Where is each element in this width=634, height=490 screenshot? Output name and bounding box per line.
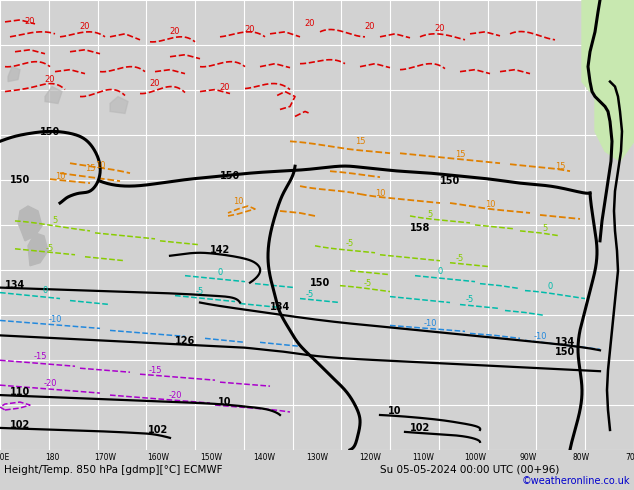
Text: ©weatheronline.co.uk: ©weatheronline.co.uk xyxy=(522,476,630,486)
Text: 20: 20 xyxy=(365,22,375,31)
Text: -20: -20 xyxy=(43,379,57,388)
Polygon shape xyxy=(595,0,634,161)
Text: 10: 10 xyxy=(55,172,65,181)
Text: 5: 5 xyxy=(53,216,58,225)
Text: 15: 15 xyxy=(555,162,566,171)
Text: 20: 20 xyxy=(170,27,180,36)
Text: 0: 0 xyxy=(217,268,223,277)
Text: 150: 150 xyxy=(310,278,330,288)
Text: 134: 134 xyxy=(5,280,25,290)
Polygon shape xyxy=(110,97,128,114)
Text: 150: 150 xyxy=(220,171,240,181)
Text: 10: 10 xyxy=(218,397,231,407)
Text: 130W: 130W xyxy=(306,453,328,462)
Text: -20: -20 xyxy=(168,391,182,400)
Text: 134: 134 xyxy=(555,337,575,347)
Text: 20: 20 xyxy=(305,19,315,28)
Text: 20: 20 xyxy=(245,25,256,34)
Text: 170W: 170W xyxy=(94,453,117,462)
Text: 20: 20 xyxy=(220,83,230,92)
Text: 10: 10 xyxy=(94,161,105,170)
Text: 102: 102 xyxy=(148,425,168,435)
Text: Su 05-05-2024 00:00 UTC (00+96): Su 05-05-2024 00:00 UTC (00+96) xyxy=(380,465,559,475)
Text: 102: 102 xyxy=(10,420,30,430)
Text: 90W: 90W xyxy=(520,453,537,462)
Text: 142: 142 xyxy=(210,245,230,255)
Polygon shape xyxy=(28,233,48,266)
Text: 158: 158 xyxy=(410,223,430,233)
Text: 180: 180 xyxy=(46,453,60,462)
Text: 102: 102 xyxy=(410,423,430,433)
Text: 110W: 110W xyxy=(411,453,434,462)
Text: 0: 0 xyxy=(437,267,443,276)
Text: -5: -5 xyxy=(456,254,464,263)
Text: 140W: 140W xyxy=(253,453,275,462)
Text: 20: 20 xyxy=(435,24,445,33)
Text: 5: 5 xyxy=(542,224,548,233)
Polygon shape xyxy=(8,67,20,82)
Text: 150: 150 xyxy=(10,175,30,185)
Text: -5: -5 xyxy=(466,294,474,303)
Text: 15: 15 xyxy=(455,150,465,159)
Text: 150: 150 xyxy=(40,127,60,137)
Text: 70W: 70W xyxy=(625,453,634,462)
Text: 110: 110 xyxy=(10,387,30,397)
Polygon shape xyxy=(582,0,634,97)
Text: -15: -15 xyxy=(33,352,47,361)
Text: 10: 10 xyxy=(375,189,385,198)
Text: 126: 126 xyxy=(175,336,195,346)
Text: 20: 20 xyxy=(80,22,90,31)
Polygon shape xyxy=(18,206,42,241)
Text: 150: 150 xyxy=(440,176,460,186)
Text: 150W: 150W xyxy=(200,453,223,462)
Text: 10: 10 xyxy=(485,200,495,209)
Text: -15: -15 xyxy=(148,366,162,375)
Text: 20: 20 xyxy=(45,74,55,84)
Text: -10: -10 xyxy=(533,332,547,342)
Text: 80W: 80W xyxy=(573,453,590,462)
Text: -5: -5 xyxy=(196,287,204,295)
Text: 150: 150 xyxy=(555,347,575,357)
Text: 0: 0 xyxy=(547,282,553,291)
Text: Height/Temp. 850 hPa [gdmp][°C] ECMWF: Height/Temp. 850 hPa [gdmp][°C] ECMWF xyxy=(4,465,223,475)
Text: 100W: 100W xyxy=(465,453,486,462)
Text: -5: -5 xyxy=(364,279,372,288)
Text: -5: -5 xyxy=(46,244,54,253)
Text: 20: 20 xyxy=(150,78,160,88)
Text: 5: 5 xyxy=(427,210,432,219)
Text: 10: 10 xyxy=(233,197,243,206)
Text: 20: 20 xyxy=(25,17,36,26)
Text: 160W: 160W xyxy=(148,453,169,462)
Polygon shape xyxy=(45,87,62,103)
Text: 0: 0 xyxy=(42,286,48,294)
Text: 134: 134 xyxy=(270,302,290,313)
Text: 120W: 120W xyxy=(359,453,381,462)
Text: -10: -10 xyxy=(424,319,437,328)
Text: -5: -5 xyxy=(346,239,354,248)
Text: 10: 10 xyxy=(388,406,401,416)
Text: -10: -10 xyxy=(48,316,61,324)
Text: 15: 15 xyxy=(355,137,365,147)
Text: 15: 15 xyxy=(85,164,95,173)
Text: -5: -5 xyxy=(306,290,314,298)
Text: 170E: 170E xyxy=(0,453,10,462)
